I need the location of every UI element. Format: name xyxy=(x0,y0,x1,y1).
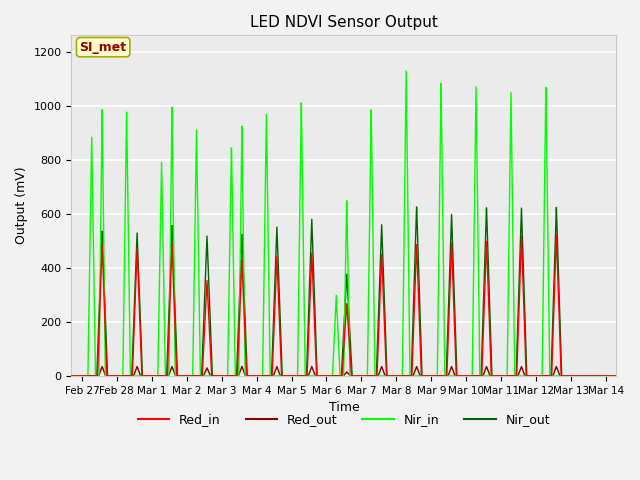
Nir_in xyxy=(620,373,627,379)
Legend: Red_in, Red_out, Nir_in, Nir_out: Red_in, Red_out, Nir_in, Nir_out xyxy=(132,408,555,431)
Title: LED NDVI Sensor Output: LED NDVI Sensor Output xyxy=(250,15,438,30)
Nir_in xyxy=(274,373,282,379)
Red_in xyxy=(61,373,68,379)
Nir_in xyxy=(424,373,432,379)
Nir_in xyxy=(520,373,528,379)
Nir_out xyxy=(413,204,420,210)
Nir_out xyxy=(61,373,68,379)
Line: Nir_out: Nir_out xyxy=(65,207,623,376)
Red_out xyxy=(424,373,432,379)
Red_in xyxy=(162,373,170,379)
Line: Red_out: Red_out xyxy=(65,366,623,376)
Red_out xyxy=(162,373,170,379)
Nir_out xyxy=(162,373,170,379)
Nir_out xyxy=(424,373,432,379)
Nir_in xyxy=(403,68,410,74)
X-axis label: Time: Time xyxy=(328,401,359,414)
Red_out xyxy=(520,371,528,377)
Nir_out xyxy=(478,357,486,363)
Red_out xyxy=(274,367,282,372)
Red_in xyxy=(620,373,627,379)
Nir_in xyxy=(396,373,404,379)
Nir_in xyxy=(162,373,170,379)
Red_out xyxy=(396,373,404,379)
Line: Red_in: Red_in xyxy=(65,234,623,376)
Red_in xyxy=(477,373,485,379)
Red_in xyxy=(424,373,432,379)
Nir_out xyxy=(620,373,627,379)
Y-axis label: Output (mV): Output (mV) xyxy=(15,167,28,244)
Red_in xyxy=(396,373,404,379)
Red_in xyxy=(552,231,560,237)
Nir_out xyxy=(396,373,404,379)
Red_out xyxy=(620,373,627,379)
Red_out xyxy=(478,373,486,379)
Nir_in xyxy=(478,373,486,379)
Red_in xyxy=(274,282,282,288)
Nir_out xyxy=(520,290,528,296)
Line: Nir_in: Nir_in xyxy=(65,71,623,376)
Red_in xyxy=(520,310,528,316)
Nir_in xyxy=(61,373,68,379)
Red_out xyxy=(308,363,316,369)
Red_out xyxy=(61,373,68,379)
Nir_out xyxy=(274,255,282,261)
Text: SI_met: SI_met xyxy=(79,41,127,54)
